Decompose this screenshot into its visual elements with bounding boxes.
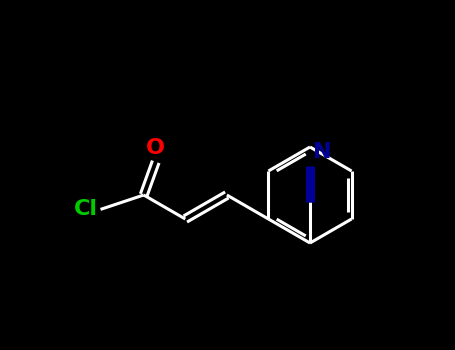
Text: Cl: Cl <box>74 199 97 219</box>
Text: O: O <box>146 138 165 158</box>
Text: N: N <box>313 142 332 162</box>
